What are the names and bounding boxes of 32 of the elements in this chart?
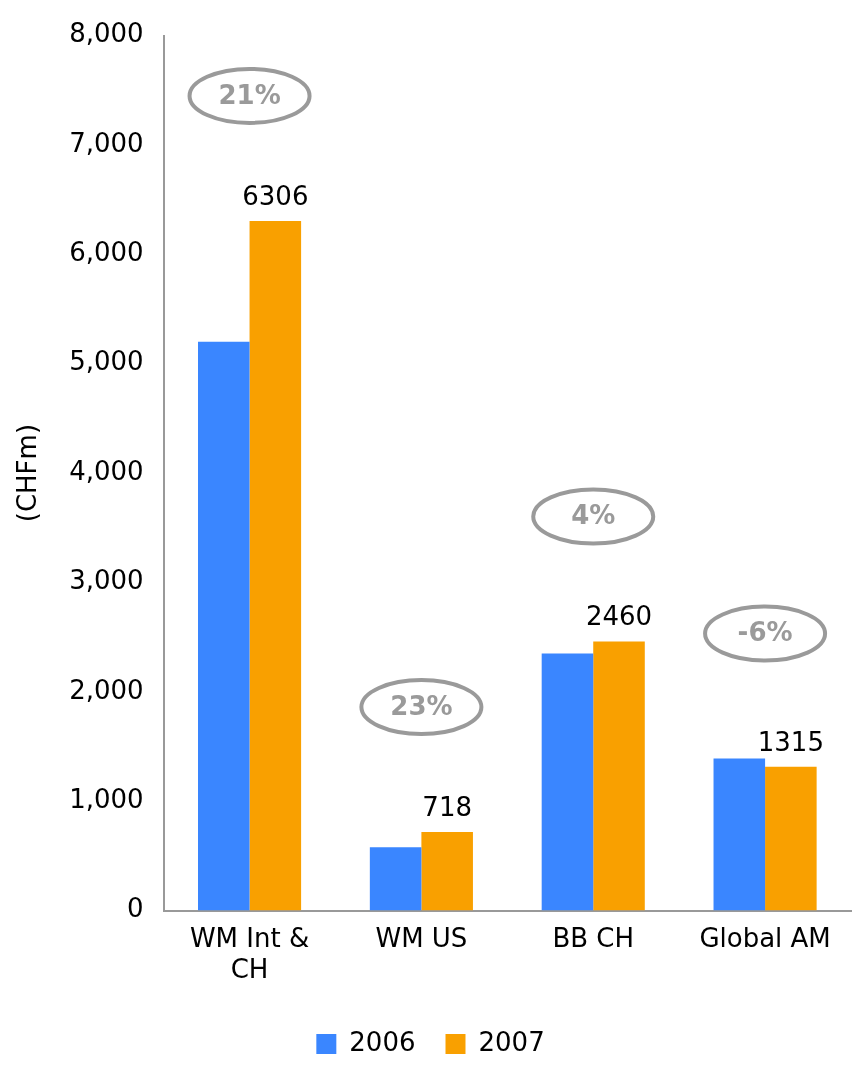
data-label: 1315 — [757, 726, 824, 757]
bar — [198, 341, 250, 911]
y-tick-label: 4,000 — [69, 455, 144, 486]
y-tick-label: 2,000 — [69, 674, 144, 705]
y-axis-title: (CHFm) — [12, 423, 43, 523]
legend-label: 2007 — [478, 1026, 545, 1057]
bar — [713, 758, 766, 911]
y-tick-label: 7,000 — [69, 127, 144, 158]
data-label: 718 — [422, 791, 472, 822]
bar — [765, 766, 817, 911]
bar — [249, 220, 302, 911]
annotation: -6% — [737, 617, 793, 648]
bar — [593, 641, 645, 911]
annotation: 21% — [218, 79, 281, 110]
y-tick-label: 6,000 — [69, 237, 144, 268]
bar — [369, 847, 422, 911]
y-tick-label: 8,000 — [69, 18, 144, 49]
x-tick-label: WM US — [375, 922, 468, 953]
y-tick-label: 0 — [127, 893, 144, 924]
annotation: 4% — [571, 500, 616, 531]
x-tick-label: WM Int & CH — [189, 922, 310, 985]
x-tick-label: BB CH — [552, 922, 635, 953]
annotation: 23% — [390, 690, 453, 721]
x-tick-label: Global AM — [699, 922, 831, 953]
bar — [421, 832, 473, 911]
legend-label: 2006 — [349, 1026, 416, 1057]
data-label: 6306 — [242, 180, 309, 211]
data-label: 2460 — [585, 601, 653, 632]
bar — [541, 653, 594, 911]
y-tick-label: 5,000 — [69, 346, 144, 377]
y-tick-label: 3,000 — [69, 565, 144, 596]
y-tick-label: 1,000 — [69, 783, 144, 814]
